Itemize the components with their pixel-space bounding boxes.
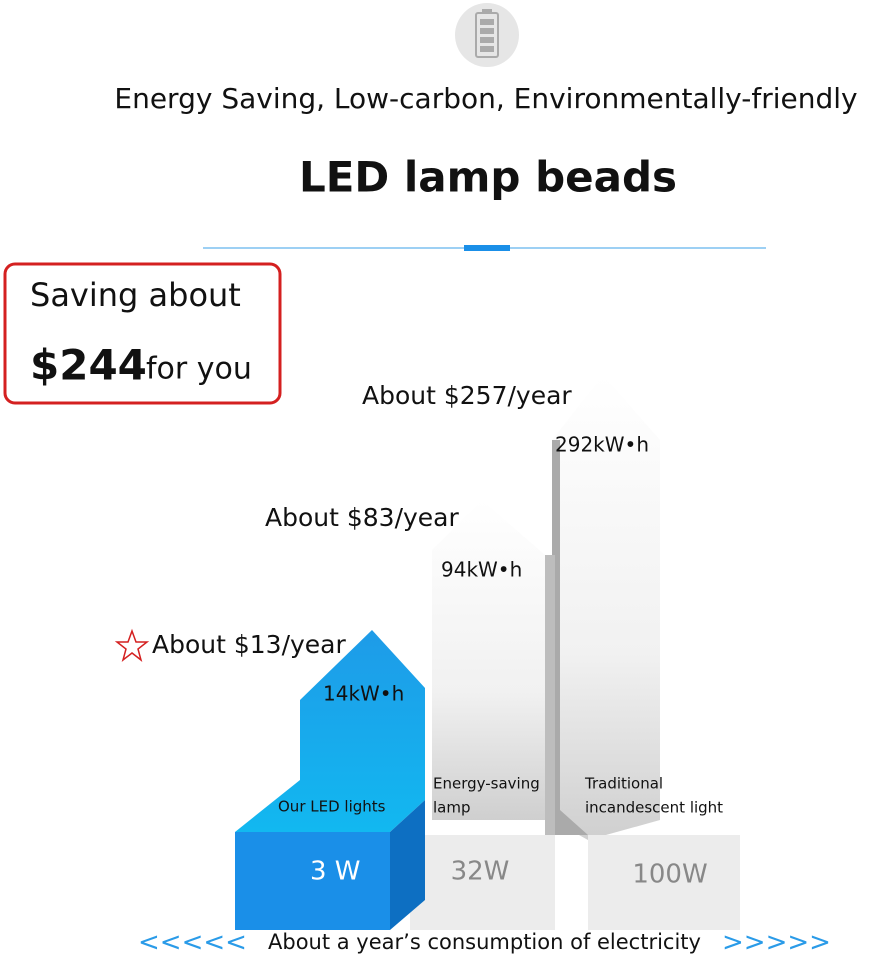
footer-arrows: <<<<< [138, 928, 247, 958]
lamp-label: Traditional [584, 775, 663, 793]
cost-label: About $83/year [265, 503, 459, 532]
lamp-label: incandescent light [585, 799, 723, 817]
power-label: 3 W [310, 857, 361, 887]
star-icon [114, 628, 150, 662]
badge-suffix: for you [146, 352, 252, 387]
base-led [235, 832, 390, 930]
arrow-energy-saving [432, 500, 545, 820]
footer-text: About a year’s consumption of electricit… [268, 930, 701, 954]
arrow-side [390, 800, 425, 930]
battery-icon [455, 3, 519, 67]
lamp-label: Our LED lights [278, 798, 386, 816]
lamp-label: Energy-saving [433, 775, 540, 793]
badge-line: Saving about [30, 276, 241, 314]
power-label: 32W [451, 857, 510, 887]
subtitle: Energy Saving, Low-carbon, Environmental… [114, 82, 857, 115]
base-energy-saving [410, 835, 555, 930]
energy-label: 14kW•h [323, 682, 404, 706]
arrow-incandescent [552, 375, 660, 840]
badge-amount: $244 [30, 341, 147, 390]
footer-arrows: >>>>> [722, 928, 831, 958]
power-label: 100W [632, 860, 707, 890]
arrow-side [552, 440, 588, 835]
arrow-side [545, 555, 555, 835]
title: LED lamp beads [299, 153, 677, 202]
energy-label: 292kW•h [555, 433, 649, 457]
lamp-label: lamp [433, 799, 471, 817]
base-incandescent [588, 835, 740, 930]
cost-label: About $13/year [152, 630, 346, 659]
cost-label: About $257/year [362, 381, 572, 410]
arrow-led [235, 630, 425, 832]
divider-accent [464, 245, 510, 251]
energy-label: 94kW•h [441, 558, 522, 582]
saving-badge [3, 262, 282, 405]
